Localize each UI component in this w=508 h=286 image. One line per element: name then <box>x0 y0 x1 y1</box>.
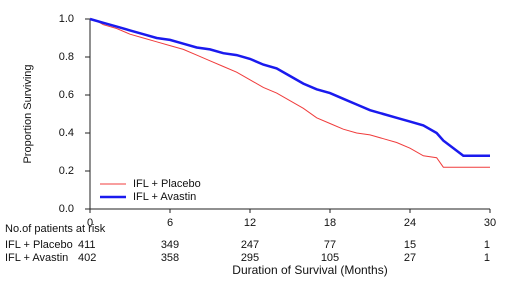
legend-label: IFL + Placebo <box>133 178 201 190</box>
risk-count: 1 <box>484 252 490 264</box>
legend-label: IFL + Avastin <box>133 191 196 203</box>
y-tick-label: 0.2 <box>59 165 74 177</box>
risk-count: 27 <box>404 252 416 264</box>
risk-count: 15 <box>404 239 416 251</box>
risk-count: 77 <box>324 239 336 251</box>
x-tick-label: 18 <box>324 217 336 229</box>
y-tick-label: 0.8 <box>59 51 74 63</box>
x-tick-label: 30 <box>484 217 496 229</box>
y-axis-label: Proportion Surviving <box>22 64 34 163</box>
y-tick-label: 1.0 <box>59 13 74 25</box>
y-tick-label: 0.0 <box>59 203 74 215</box>
risk-table-title: No.of patients at risk <box>5 223 106 235</box>
risk-row-label: IFL + Placebo <box>5 239 73 251</box>
x-tick-label: 12 <box>244 217 256 229</box>
risk-count: 349 <box>161 239 179 251</box>
y-tick-label: 0.4 <box>59 127 74 139</box>
risk-row-label: IFL + Avastin <box>5 252 68 264</box>
x-tick-label: 6 <box>167 217 173 229</box>
risk-count: 1 <box>484 239 490 251</box>
survival-curve <box>89 17 490 158</box>
risk-count: 358 <box>161 252 179 264</box>
survival-curve <box>89 18 490 168</box>
risk-count: 247 <box>241 239 259 251</box>
risk-count: 295 <box>241 252 259 264</box>
x-tick-label: 24 <box>404 217 416 229</box>
risk-count: 411 <box>78 239 96 251</box>
x-axis-label: Duration of Survival (Months) <box>232 263 387 277</box>
x-tick-label: 0 <box>87 217 93 229</box>
risk-count: 402 <box>78 252 96 264</box>
y-tick-label: 0.6 <box>59 89 74 101</box>
risk-count: 105 <box>321 252 339 264</box>
